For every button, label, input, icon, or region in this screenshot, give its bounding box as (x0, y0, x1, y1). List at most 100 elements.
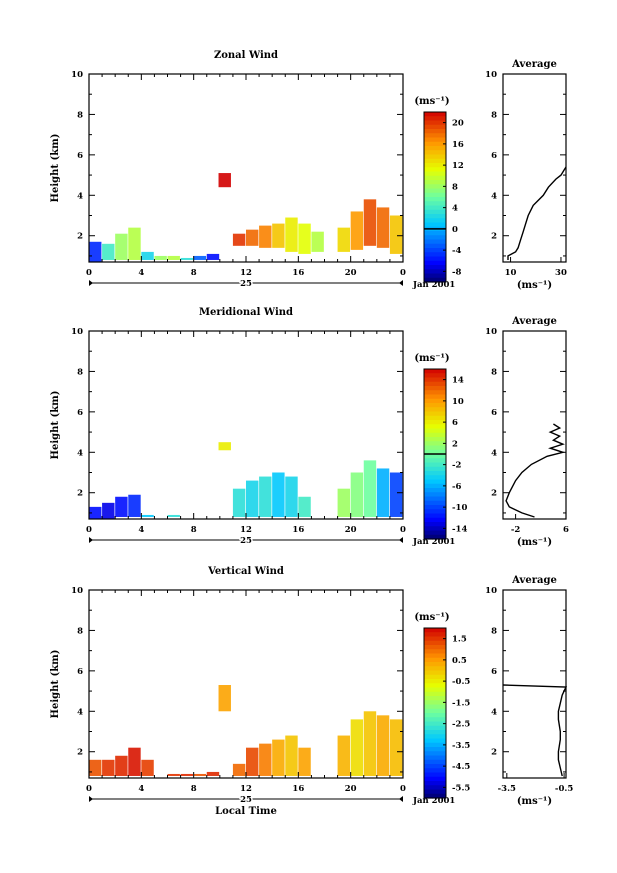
colorbar-step (424, 214, 446, 219)
colorbar-step (424, 704, 446, 710)
colorbar-step (424, 475, 446, 481)
colorbar-step (424, 772, 446, 778)
colorbar-step (424, 129, 446, 134)
y-tick-label: 4 (77, 707, 83, 717)
colorbar-tick-label: -2 (452, 461, 462, 471)
colorbar-step (424, 209, 446, 215)
colorbar-step (424, 454, 446, 459)
data-cell (389, 215, 403, 254)
colorbar-step (424, 116, 446, 122)
panel-2: Meridional Wind 2 4 6 8 10 Height (km) 0 4 8 12 16 2… (50, 307, 569, 548)
data-cell (272, 223, 285, 248)
data-cell (272, 739, 285, 776)
day-end-marker (399, 537, 403, 543)
colorbar-step (424, 277, 446, 283)
data-cell (259, 743, 272, 776)
colorbar-frame (423, 627, 447, 799)
colorbar-step (424, 509, 446, 515)
colorbar-tick-label: 4 (452, 204, 458, 214)
colorbar-step (424, 628, 446, 633)
average-y-tick-label: 2 (491, 489, 497, 499)
colorbar-step (424, 218, 446, 224)
data-cell (246, 229, 259, 246)
colorbar-step (424, 691, 446, 697)
colorbar-step (424, 764, 446, 769)
x-axis-label: Local Time (215, 806, 277, 817)
data-cell (193, 255, 207, 260)
colorbar-step (424, 424, 446, 430)
x-tick-label: 0 (86, 525, 92, 535)
panel-title: Zonal Wind (214, 50, 278, 61)
colorbar-step (424, 781, 446, 786)
colorbar-step (424, 411, 446, 417)
data-cell (218, 173, 231, 188)
colorbar-unit: (ms⁻¹) (414, 96, 449, 107)
colorbar-tick-label: -0.5 (452, 677, 470, 687)
average-y-tick-label: 4 (491, 191, 497, 201)
colorbar-step (424, 184, 446, 190)
average-x-label: (ms⁻¹) (517, 537, 552, 548)
colorbar-step (424, 789, 446, 795)
average-profile-line (505, 423, 566, 518)
date-label: Jan 2001 (412, 280, 455, 290)
colorbar-step (424, 175, 446, 181)
x-tick-label: 16 (292, 784, 304, 794)
y-tick-label: 2 (77, 489, 83, 499)
average-y-tick-label: 10 (485, 70, 497, 80)
colorbar-step (424, 449, 446, 455)
y-tick-label: 6 (77, 408, 83, 418)
average-profile-line (502, 684, 568, 777)
data-cell (246, 480, 259, 517)
colorbar-step (424, 445, 446, 451)
colorbar-step (424, 432, 446, 438)
x-tick-label: 16 (292, 268, 304, 278)
colorbar-step (424, 269, 446, 275)
colorbar-step (424, 522, 446, 527)
data-cell (218, 685, 231, 712)
colorbar-step (424, 785, 446, 791)
average-profile-line (507, 166, 567, 260)
average-y-tick-label: 4 (491, 448, 497, 458)
colorbar-step (424, 141, 446, 147)
colorbar-tick-label: 2 (452, 439, 458, 449)
colorbar-step (424, 137, 446, 143)
x-tick-label: 4 (138, 268, 144, 278)
colorbar-step (424, 738, 446, 744)
colorbar-step (424, 235, 446, 241)
data-cell (193, 773, 207, 776)
average-x-label: (ms⁻¹) (517, 280, 552, 291)
data-cell (141, 759, 154, 776)
colorbar-step (424, 146, 446, 151)
colorbar-step (424, 530, 446, 536)
colorbar-tick-label: 0 (452, 225, 458, 235)
data-cell (154, 255, 167, 260)
data-cell (141, 251, 154, 260)
average-y-tick-label: 6 (491, 667, 497, 677)
colorbar-step (424, 696, 446, 701)
colorbar-tick-label: 0.5 (452, 656, 467, 666)
x-tick-label: 0 (400, 525, 406, 535)
colorbar-tick-label: -4.5 (452, 762, 470, 772)
colorbar-step (424, 398, 446, 404)
colorbar-step (424, 526, 446, 532)
colorbar-step (424, 256, 446, 262)
colorbar-step (424, 505, 446, 510)
colorbar-step (424, 768, 446, 774)
x-tick-label: 16 (292, 525, 304, 535)
y-tick-label: 8 (77, 626, 83, 636)
colorbar-step (424, 377, 446, 383)
y-tick-label: 8 (77, 367, 83, 377)
colorbar-unit: (ms⁻¹) (414, 612, 449, 623)
day-end-marker (399, 796, 403, 802)
data-cell (206, 253, 220, 260)
colorbar-step (424, 458, 446, 464)
x-tick-label: 0 (400, 784, 406, 794)
y-tick-label: 4 (77, 191, 83, 201)
data-cell (298, 223, 311, 254)
colorbar-step (424, 390, 446, 396)
colorbar-step (424, 222, 446, 228)
y-tick-label: 2 (77, 748, 83, 758)
data-cell (128, 227, 141, 260)
